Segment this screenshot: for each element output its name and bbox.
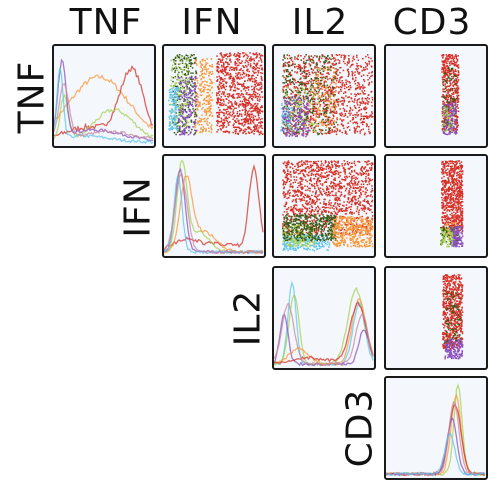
scatter-tnf-vs-ifn <box>162 44 266 148</box>
histogram-cd3 <box>384 376 488 480</box>
panel-plot <box>441 54 460 136</box>
points-purple <box>178 76 198 136</box>
hist-line-orange <box>386 393 486 476</box>
panel-plot <box>274 280 374 367</box>
panel-plot <box>282 160 374 252</box>
points-light-green <box>440 228 454 248</box>
points-purple <box>450 226 464 248</box>
panel-plot <box>386 382 486 477</box>
points-orange <box>332 216 374 248</box>
panel-plot <box>280 54 374 138</box>
points-sky-blue <box>168 87 180 131</box>
hist-line-mauve <box>386 401 486 477</box>
panel-plot <box>164 159 264 255</box>
hist-line-mauve <box>164 173 264 255</box>
panel-plot <box>440 160 464 248</box>
hist-line-light-green <box>386 382 486 477</box>
histogram-il2 <box>272 266 376 370</box>
histogram-tnf <box>52 44 156 148</box>
hist-line-mauve <box>274 303 374 367</box>
points-red <box>282 160 374 216</box>
points-purple <box>282 96 310 138</box>
points-dark-green <box>282 214 338 242</box>
scatter-ifn-vs-cd3 <box>384 154 488 258</box>
panel-plot <box>442 274 464 360</box>
panel-plot <box>54 58 154 145</box>
row-label-ifn: IFN <box>117 176 159 238</box>
points-red <box>216 52 264 136</box>
scatter-tnf-vs-il2 <box>272 44 376 148</box>
row-label-cd3: CD3 <box>339 388 381 468</box>
col-label-ifn: IFN <box>181 2 243 43</box>
points-orange <box>314 66 338 133</box>
col-label-tnf: TNF <box>69 2 143 43</box>
points-red <box>441 160 464 233</box>
histogram-ifn <box>162 154 266 258</box>
hist-line-sky-blue <box>386 432 486 477</box>
hist-line-purple <box>386 416 486 477</box>
hist-line-red <box>54 64 153 137</box>
scatter-il2-vs-cd3 <box>384 266 488 370</box>
points-dark-green <box>444 290 462 346</box>
points-orange <box>194 58 214 134</box>
row-label-il2: IL2 <box>227 289 269 347</box>
points-light-green <box>442 106 453 133</box>
scatter-tnf-vs-cd3 <box>384 44 488 148</box>
scatter-ifn-vs-il2 <box>272 154 376 258</box>
points-purple <box>444 338 464 360</box>
hist-line-orange <box>164 175 264 254</box>
col-label-il2: IL2 <box>291 2 349 43</box>
hist-line-orange <box>54 74 154 130</box>
hist-line-red <box>274 300 374 364</box>
row-label-tnf: TNF <box>11 60 53 134</box>
points-red <box>442 274 464 350</box>
hist-line-sky-blue <box>54 67 154 145</box>
hist-line-mauve <box>54 82 154 140</box>
panel-plot <box>168 52 264 136</box>
hist-line-red <box>386 403 486 477</box>
col-label-cd3: CD3 <box>392 2 472 43</box>
